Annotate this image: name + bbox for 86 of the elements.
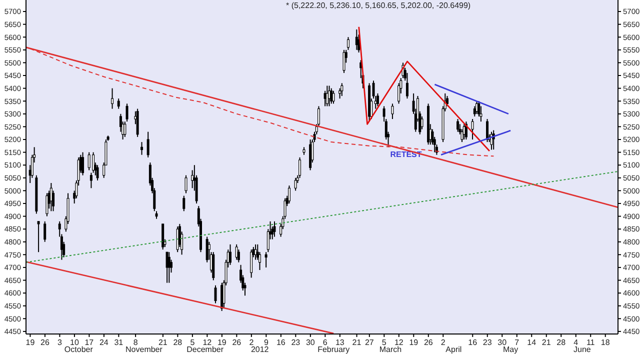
x-tick-label: 2 <box>249 338 254 347</box>
candlestick <box>124 121 126 138</box>
x-tick-label: 26 <box>424 338 434 347</box>
candlestick <box>340 82 344 96</box>
x2-tick-label: March <box>379 345 402 354</box>
x-tick-label: 12 <box>202 338 212 347</box>
x-tick-label: 26 <box>40 338 50 347</box>
x2-tick-label: June <box>574 345 592 354</box>
candlestick <box>332 90 335 104</box>
x-tick-label: 8 <box>133 338 138 347</box>
x-tick-label: 19 <box>217 338 227 347</box>
x-tick-label: 21 <box>352 338 362 347</box>
x-tick-label: 26 <box>232 338 242 347</box>
candlestick <box>37 220 40 253</box>
x-tick-label: 3 <box>57 338 62 347</box>
candlestick <box>420 116 424 130</box>
candlestick <box>346 36 350 50</box>
candlestick <box>471 118 474 140</box>
x-tick-label: 14 <box>527 338 537 347</box>
candlestick <box>342 49 346 74</box>
x-tick-label: 27 <box>364 338 374 347</box>
x-tick-label: 30 <box>306 338 316 347</box>
x2-tick-label: December <box>186 345 224 354</box>
x2-tick-label: May <box>502 345 518 354</box>
x-tick-label: 28 <box>556 338 566 347</box>
candlestick <box>229 244 232 266</box>
candlestick <box>250 249 253 278</box>
x-tick-label: 19 <box>409 338 419 347</box>
candlestick <box>46 192 48 217</box>
x-tick-label: 30 <box>498 338 508 347</box>
x-tick-label: 12 <box>394 338 404 347</box>
x-tick-label: 5 <box>382 338 387 347</box>
x-tick-label: 16 <box>468 338 478 347</box>
candlestick <box>254 244 257 260</box>
x-tick-label: 11 <box>586 338 596 347</box>
x2-tick-label: February <box>318 345 350 354</box>
candlestick <box>456 118 460 132</box>
x-tick-label: 23 <box>482 338 492 347</box>
x-tick-label: 10 <box>70 338 80 347</box>
candlestick <box>117 98 120 110</box>
x-tick-label: 13 <box>335 338 345 347</box>
candlestick <box>391 103 394 120</box>
x-tick-label: 9 <box>264 338 269 347</box>
x2-tick-label: October <box>64 345 94 354</box>
x-tick-label: 7 <box>514 338 520 347</box>
x-tick-label: 6 <box>322 338 328 347</box>
x-tick-label: 19 <box>26 338 36 347</box>
x-tick-label: 24 <box>99 338 109 347</box>
x-tick-label: 5 <box>190 338 196 347</box>
x-tick-label: 31 <box>114 338 124 347</box>
candlestick <box>212 252 215 281</box>
candlestick <box>88 152 90 171</box>
x2-tick-label: November <box>126 345 163 354</box>
candlestick <box>288 185 290 204</box>
x-tick-label: 28 <box>173 338 183 347</box>
candlestick <box>214 284 217 304</box>
x-tick-label: 4 <box>574 338 579 347</box>
candlestick <box>44 220 46 242</box>
candlestick <box>140 142 144 156</box>
candlestick <box>235 244 238 260</box>
x-tick-label: 23 <box>291 338 301 347</box>
candlestick <box>111 88 114 110</box>
candlestick <box>264 252 268 268</box>
chart-title: * (5,222.20, 5,236.10, 5,160.65, 5,202.00, -20.6499) <box>286 1 471 10</box>
x-tick-label: 18 <box>600 338 610 347</box>
line-series <box>358 26 490 152</box>
candlestick <box>96 164 99 181</box>
candlestick <box>182 195 186 212</box>
candlestick <box>184 174 188 194</box>
x-tick-label: 2 <box>440 338 446 347</box>
candlestick <box>136 108 139 138</box>
candlestick <box>326 85 328 107</box>
candlestick <box>126 103 128 122</box>
x-tick-label: 16 <box>276 338 286 347</box>
candlestick <box>168 252 170 284</box>
candlestick <box>294 177 297 192</box>
x-tick-label: 17 <box>84 338 94 347</box>
candlestick <box>90 172 92 189</box>
x2-tick-label: 2012 <box>250 345 270 354</box>
candlestick <box>92 152 95 174</box>
x-tick-label: 21 <box>542 338 552 347</box>
x2-tick-label: April <box>446 345 462 354</box>
candlestick <box>146 131 150 158</box>
candlestick <box>406 72 408 100</box>
candlestick <box>273 220 276 238</box>
x-tick-label: 21 <box>158 338 168 347</box>
